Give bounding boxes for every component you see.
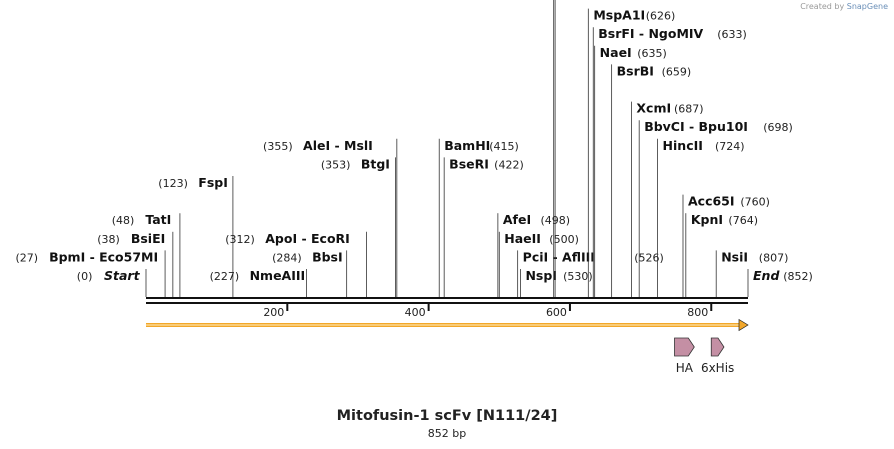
site-name-acc65i: Acc65I [688,194,735,209]
site-name-nspi: NspI [525,268,557,283]
credit-text: Created by [800,2,845,11]
site-name-xcmi: XcmI [636,101,671,116]
map-title: Mitofusin-1 scFv [N111/24] [336,408,558,424]
site-position-bsiei: (38) [97,233,120,246]
scale-label-600: 600 [546,306,567,319]
site-position-apoi-ecori: (312) [225,233,255,246]
site-position-start: (0) [77,270,93,283]
site-name-mspa1i: MspA1I [593,8,645,23]
site-position-nmeaiii: (227) [210,270,240,283]
site-position-bbvci-bpu10i: (698) [763,121,793,134]
orf-arrow-head [738,318,749,332]
site-name-afei: AfeI [503,212,531,227]
site-name-bbsi: BbsI [312,249,343,264]
site-position-kpni: (764) [728,214,758,227]
site-position-hincii: (724) [715,140,745,153]
site-name-bpmi-eco57mi: BpmI - Eco57MI [49,249,158,264]
site-name-start: Start [104,268,141,283]
site-position-haeii: (500) [549,233,579,246]
feature-6xhis-arrow [710,337,725,357]
site-name-alei-msli: AleI - MslI [303,138,373,153]
site-name-haeii: HaeII [504,231,541,246]
snapgene-logo: SnapGene [846,2,888,11]
site-position-bseri: (422) [494,158,524,171]
snapgene-credit: Created by SnapGene [800,2,888,11]
site-position-pcii-afliii: (526) [634,251,664,264]
site-position-btgi: (353) [321,158,351,171]
site-position-bamhi: (415) [489,140,519,153]
site-position-naei: (635) [637,47,667,60]
site-position-bpmi-eco57mi: (27) [15,251,38,264]
site-name-bamhi: BamHI [444,138,490,153]
scale-label-200: 200 [263,306,284,319]
site-name-naei: NaeI [600,45,632,60]
site-name-bseri: BseRI [449,156,489,171]
site-name-hincii: HincII [663,138,703,153]
site-name-bbvci-bpu10i: BbvCI - Bpu10I [644,119,748,134]
site-name-nsii: NsiI [721,249,748,264]
site-position-end: (852) [783,270,813,283]
site-position-alei-msli: (355) [263,140,293,153]
site-name-bsiei: BsiEI [131,231,165,246]
feature-ha-arrow [674,337,695,357]
site-name-apoi-ecori: ApoI - EcoRI [265,231,350,246]
site-name-fspi: FspI [198,175,228,190]
site-position-bsrfi-ngomiv: (633) [717,28,747,41]
site-name-kpni: KpnI [691,212,723,227]
site-position-acc65i: (760) [740,196,770,209]
site-position-nsii: (807) [759,251,789,264]
site-position-mspa1i: (626) [646,10,676,23]
site-position-tati: (48) [112,214,135,227]
site-name-bsrbi: BsrBI [617,63,654,78]
site-name-bsrfi-ngomiv: BsrFI - NgoMIV [598,26,703,41]
site-position-xcmi: (687) [674,103,704,116]
scale-label-800: 800 [687,306,708,319]
site-name-nmeaiii: NmeAIII [250,268,306,283]
map-length: 852 bp [427,427,467,440]
site-name-tati: TatI [145,212,171,227]
site-position-fspi: (123) [158,177,188,190]
site-name-btgi: BtgI [361,156,390,171]
site-position-bbsi: (284) [272,251,302,264]
feature-ha-label: HA [676,361,694,375]
site-name-pcii-afliii: PciI - AflIII [523,249,595,264]
site-position-bsrbi: (659) [662,65,692,78]
scale-label-400: 400 [405,306,426,319]
site-name-end: End [753,268,780,283]
feature-6xhis-label: 6xHis [701,361,734,375]
site-position-nspi: (530) [563,270,593,283]
